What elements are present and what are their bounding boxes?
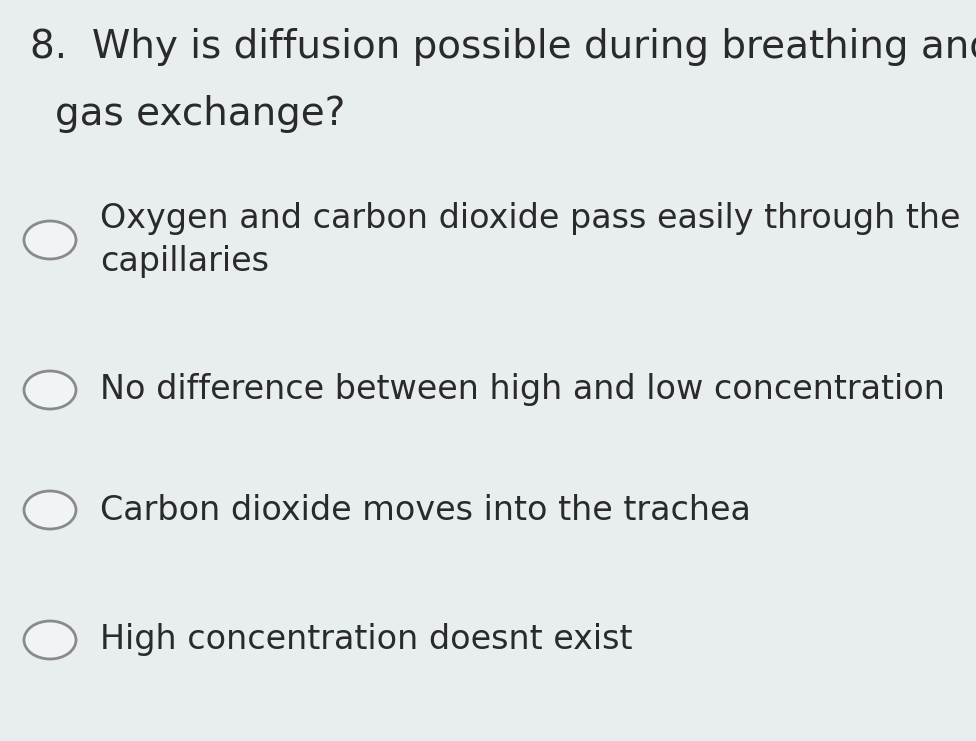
Ellipse shape xyxy=(24,621,76,659)
Ellipse shape xyxy=(24,491,76,529)
Text: Oxygen and carbon dioxide pass easily through the
capillaries: Oxygen and carbon dioxide pass easily th… xyxy=(100,202,960,278)
Text: No difference between high and low concentration: No difference between high and low conce… xyxy=(100,373,945,407)
Text: 8.  Why is diffusion possible during breathing and: 8. Why is diffusion possible during brea… xyxy=(30,28,976,66)
Text: gas exchange?: gas exchange? xyxy=(55,95,346,133)
Text: High concentration doesnt exist: High concentration doesnt exist xyxy=(100,623,632,657)
Ellipse shape xyxy=(24,371,76,409)
Text: Carbon dioxide moves into the trachea: Carbon dioxide moves into the trachea xyxy=(100,494,751,527)
Ellipse shape xyxy=(24,221,76,259)
